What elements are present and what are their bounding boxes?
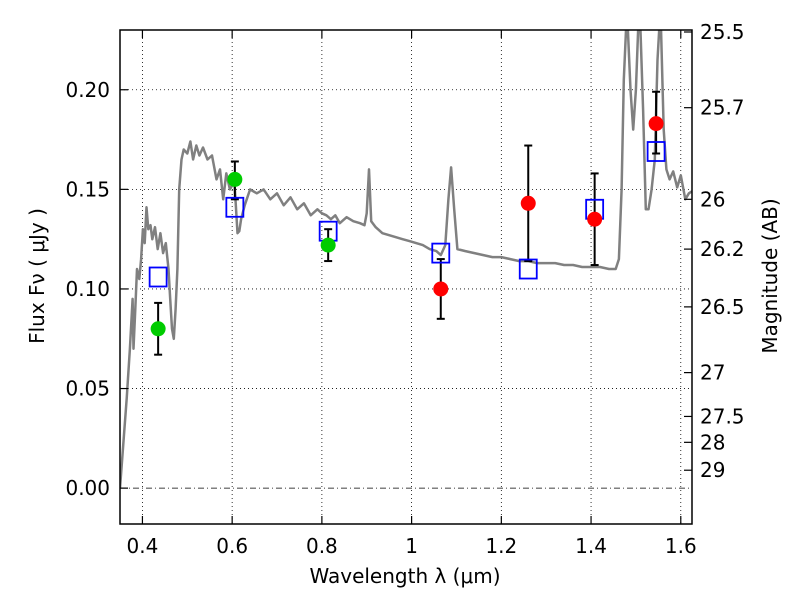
data-point	[320, 237, 336, 253]
model-squares	[148, 141, 666, 288]
data-point	[587, 211, 603, 227]
right-axis-ticks: 25.5 25.7 26 26.2 26.5 27 27.528 29	[684, 20, 745, 482]
x-axis-ticks: 0.4 0.6 0.8 1 1.2 1.4 1.6	[127, 30, 697, 558]
y-tick-label: 0.15	[65, 177, 110, 201]
x-tick-label: 1	[405, 534, 418, 558]
x-tick-label: 0.4	[127, 534, 159, 558]
right-tick-label: 25.7	[700, 96, 745, 120]
x-tick-label: 0.8	[306, 534, 338, 558]
data-points	[150, 116, 664, 337]
y-tick-label: 0.10	[65, 277, 110, 301]
x-tick-label: 0.6	[216, 534, 248, 558]
x-tick-label: 1.2	[485, 534, 517, 558]
template-spectrum	[120, 30, 692, 489]
data-point	[648, 116, 664, 132]
model-square	[148, 266, 168, 288]
right-axis-label: Magnitude (AB)	[758, 198, 782, 353]
y-tick-label: 0.05	[65, 377, 110, 401]
model-square	[431, 242, 451, 264]
model-square	[646, 141, 666, 162]
model-square	[518, 258, 538, 280]
model-square	[225, 196, 245, 218]
right-tick-label: 27.5	[700, 404, 745, 428]
y-axis-label: Flux Fν ( μJy )	[25, 208, 49, 344]
template-spectrum-line	[120, 30, 692, 489]
x-tick-label: 1.6	[665, 534, 697, 558]
error-bars	[154, 90, 661, 356]
x-tick-label: 1.4	[575, 534, 607, 558]
right-tick-label: 27	[700, 361, 725, 385]
y-tick-label: 0.00	[65, 476, 110, 500]
right-tick-label: 29	[700, 458, 725, 482]
data-point	[150, 321, 166, 337]
right-tick-label: 28	[700, 430, 725, 454]
y-axis-ticks: 0.00 0.05 0.10 0.15 0.20	[65, 78, 128, 500]
data-point	[227, 171, 243, 187]
grid-lines	[120, 30, 692, 524]
data-point	[433, 281, 449, 297]
right-tick-label: 25.5	[700, 20, 745, 44]
right-tick-label: 26	[700, 187, 725, 211]
plot-border	[119, 29, 693, 525]
x-axis-label: Wavelength λ (μm)	[309, 564, 500, 588]
plot-frame	[119, 29, 693, 525]
right-tick-label: 26.2	[700, 237, 745, 261]
data-point	[520, 195, 536, 211]
right-tick-label: 26.5	[700, 295, 745, 319]
y-tick-label: 0.20	[65, 78, 110, 102]
